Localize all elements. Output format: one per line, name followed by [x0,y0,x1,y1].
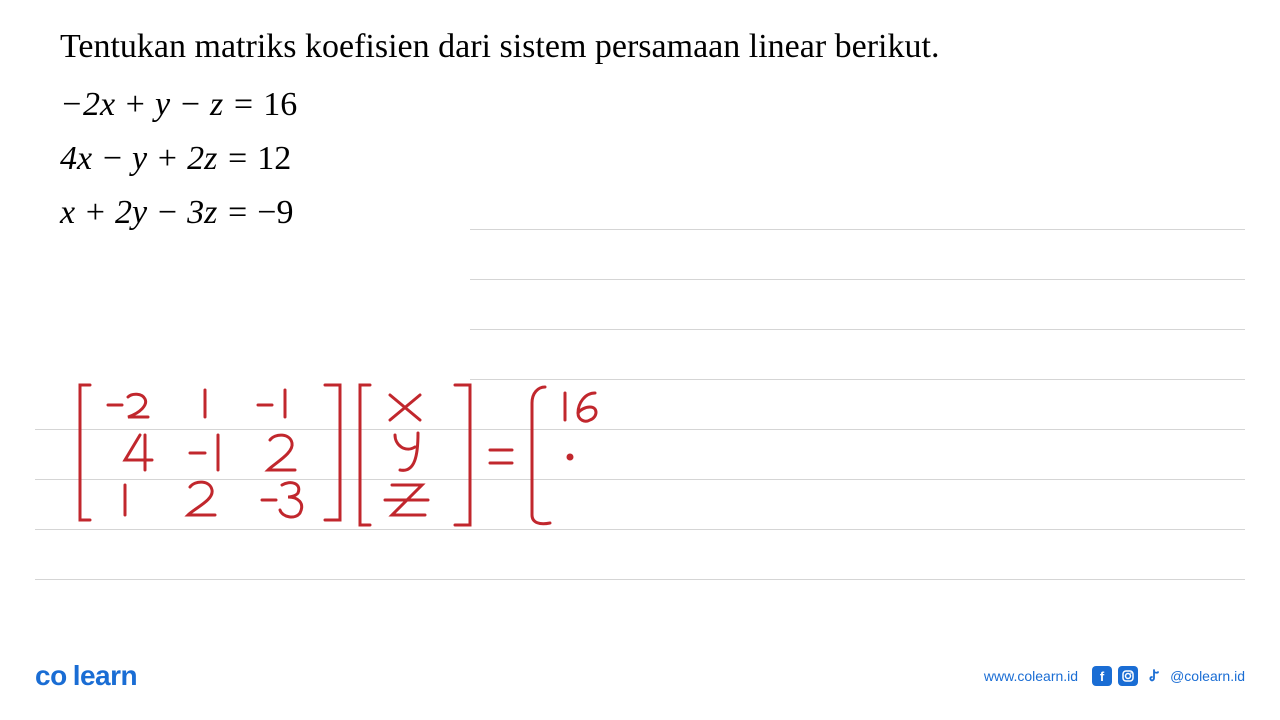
website-url: www.colearn.id [984,668,1078,684]
handwritten-work [70,375,670,550]
question-text: Tentukan matriks koefisien dari sistem p… [60,28,1250,66]
social-handle: @colearn.id [1170,668,1245,684]
equation-1: −2x + y − z = 16 [60,86,1250,124]
facebook-icon: f [1092,666,1112,686]
tiktok-icon [1144,666,1164,686]
equation-2: 4x − y + 2z = 12 [60,140,1250,178]
ruled-area-right [470,180,1245,380]
logo: colearn [35,660,137,692]
social-links: f @colearn.id [1092,666,1245,686]
instagram-icon [1118,666,1138,686]
footer: colearn www.colearn.id f @colearn.id [35,660,1245,692]
